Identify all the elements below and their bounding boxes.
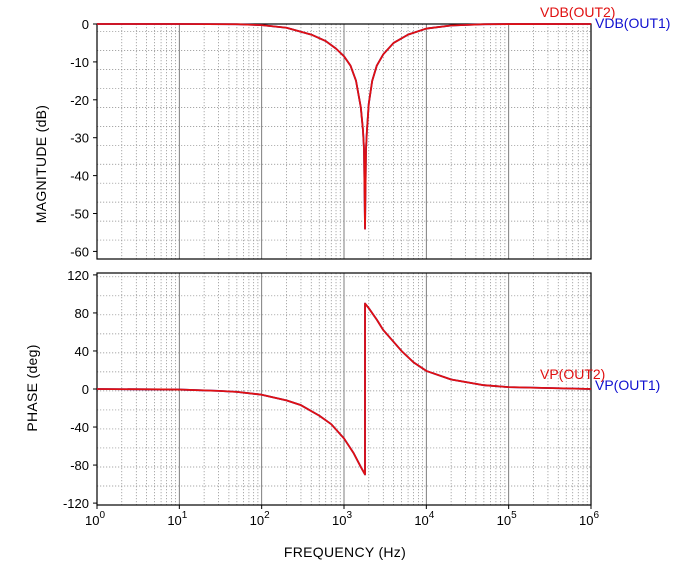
magnitude-y-tick-label: -40 (70, 169, 89, 184)
x-tick-label: 104 (414, 510, 434, 528)
magnitude-panel: 0 -10 -20 -30 -40 -50 -60 (70, 17, 592, 260)
x-tick-label: 102 (250, 510, 270, 528)
legend-vdbout1: VDB(OUT1) (595, 15, 670, 31)
phase-y-tick-label: 0 (82, 382, 89, 397)
series-line-vdbout2 (97, 23, 592, 230)
magnitude-y-tick-label: -50 (70, 207, 89, 222)
x-tick-label: 100 (85, 510, 105, 528)
magnitude-plot-frame (96, 23, 592, 260)
phase-y-tick-label: -80 (70, 458, 89, 473)
magnitude-y-tick-label: -60 (70, 244, 89, 259)
x-tick-label: 101 (167, 510, 187, 528)
phase-y-tick-label: 120 (67, 268, 89, 283)
phase-y-tick-label: -40 (70, 420, 89, 435)
x-tick-label: 103 (332, 510, 352, 528)
magnitude-y-tick-label: -10 (70, 55, 89, 70)
x-tick-label: 105 (497, 510, 517, 528)
phase-y-tick-label: 40 (75, 344, 89, 359)
magnitude-y-tick-label: -30 (70, 131, 89, 146)
phase-y-tick-label: 80 (75, 306, 89, 321)
legend-vpout1: VP(OUT1) (595, 377, 660, 393)
magnitude-axis-title: MAGNITUDE (dB) (33, 105, 49, 224)
magnitude-y-tick-label: -20 (70, 93, 89, 108)
frequency-axis-title: FREQUENCY (Hz) (284, 544, 406, 560)
legend-vdbout2: VDB(OUT2) (540, 4, 615, 20)
phase-axis-title: PHASE (deg) (24, 344, 40, 431)
x-tick-label: 106 (579, 510, 599, 528)
magnitude-y-tick-label: 0 (82, 17, 89, 32)
phase-y-tick-label: -120 (63, 496, 89, 511)
series-line-vpout2 (96, 302, 592, 476)
legend-vpout2: VP(OUT2) (540, 366, 605, 382)
